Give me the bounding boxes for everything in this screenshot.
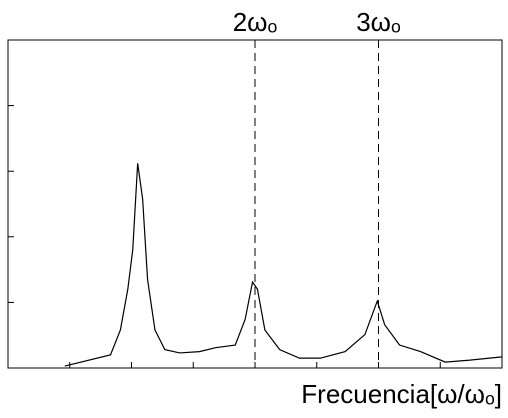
annotation-label: 3ωₒ — [356, 7, 401, 37]
x-axis-label: Frecuencia[ω/ωₒ] — [301, 379, 502, 409]
line-series — [64, 163, 503, 367]
annotation-label: 2ωₒ — [233, 7, 278, 37]
